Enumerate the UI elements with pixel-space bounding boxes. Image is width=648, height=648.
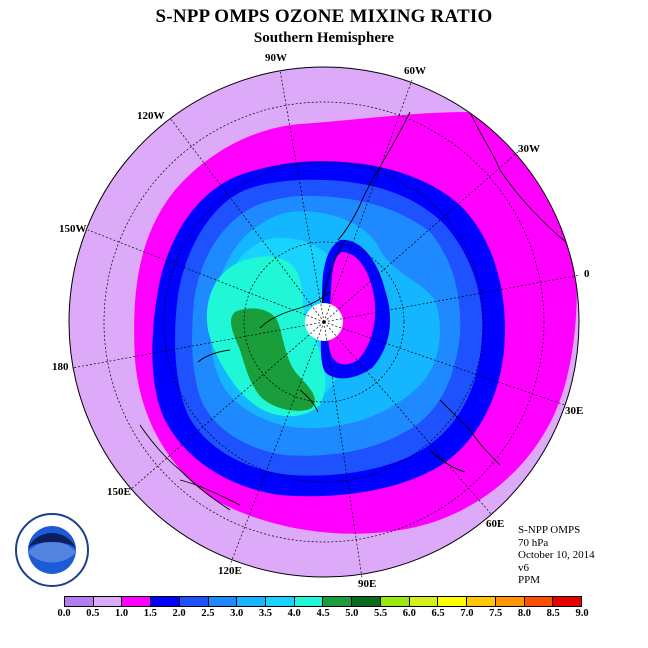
colorbar-tick-label: 9.0 xyxy=(575,608,589,619)
lon-label-60e: 60E xyxy=(486,518,505,530)
coastlines xyxy=(139,111,576,511)
colorbar-tick-label: 0.0 xyxy=(57,608,71,619)
colorbar-tick-label: 3.0 xyxy=(230,608,244,619)
colorbar-tick-label: 7.5 xyxy=(489,608,503,619)
graticule xyxy=(71,69,581,579)
vortex-low-core xyxy=(328,252,376,365)
lon-label-120w: 120W xyxy=(137,110,165,122)
version-label: v6 xyxy=(518,561,529,574)
colorbar-swatch xyxy=(409,597,439,606)
colorbar-swatch xyxy=(467,597,496,606)
contour-4.5-5.0 xyxy=(230,308,315,411)
lon-label-90w: 90W xyxy=(265,52,287,64)
colorbar-swatch xyxy=(208,597,238,606)
colorbar-swatch xyxy=(122,597,152,606)
colorbar-swatch xyxy=(495,597,525,606)
colorbar-swatch xyxy=(294,597,324,606)
lon-label-120e: 120E xyxy=(218,565,242,577)
pressure-label: 70 hPa xyxy=(518,536,549,549)
noaa-logo xyxy=(15,513,89,587)
colorbar-swatch xyxy=(553,597,581,606)
map-subtitle: Southern Hemisphere xyxy=(253,30,395,46)
lon-label-0: 0 xyxy=(584,268,590,280)
date-label: October 10, 2014 xyxy=(518,549,595,562)
colorbar-tick-label: 2.5 xyxy=(201,608,215,619)
colorbar-tick-label: 8.0 xyxy=(517,608,531,619)
colorbar-tick-label: 4.0 xyxy=(287,608,301,619)
colorbar-swatch xyxy=(93,597,123,606)
colorbar-tick-label: 3.5 xyxy=(258,608,272,619)
colorbar-tick-label: 2.0 xyxy=(172,608,186,619)
lon-label-90e: 90E xyxy=(358,578,377,590)
colorbar-tick-label: 1.0 xyxy=(114,608,129,619)
colorbar-swatch xyxy=(151,597,180,606)
instrument-label: S-NPP OMPS xyxy=(518,524,581,536)
lon-label-60w: 60W xyxy=(404,65,426,77)
map-title: S-NPP OMPS OZONE MIXING RATIO xyxy=(155,6,493,27)
colorbar-tick-label: 6.5 xyxy=(431,608,445,619)
colorbar-tick-label: 5.5 xyxy=(373,608,388,619)
lon-label-30e: 30E xyxy=(565,405,584,417)
colorbar-swatch xyxy=(179,597,209,606)
colorbar-tick-label: 6.0 xyxy=(402,608,416,619)
colorbar-tick-label: 4.5 xyxy=(316,608,330,619)
colorbar-tick-label: 0.5 xyxy=(86,608,100,619)
colorbar-swatch xyxy=(65,597,94,606)
colorbar-swatch xyxy=(237,597,267,606)
colorbar-swatch xyxy=(380,597,410,606)
colorbar-swatch xyxy=(352,597,381,606)
colorbar-tick-label: 5.0 xyxy=(345,608,359,619)
lon-label-180: 180 xyxy=(52,361,69,373)
map-info: S-NPP OMPS 70 hPa October 10, 2014 v6 PP… xyxy=(518,524,595,587)
units-label: PPM xyxy=(518,574,541,587)
lon-label-30w: 30W xyxy=(518,143,540,155)
colorbar xyxy=(64,596,582,607)
map-border xyxy=(68,66,580,578)
colorbar-tick-label: 7.0 xyxy=(460,608,474,619)
colorbar-swatch xyxy=(323,597,353,606)
colorbar-ticks: 0.0 0.5 1.0 1.5 2.0 2.5 3.0 3.5 4.0 4.5 5.0 5.5 6.0 6… xyxy=(57,608,588,624)
colorbar-tick-label: 1.5 xyxy=(143,608,157,619)
colorbar-swatch xyxy=(524,597,554,606)
lon-label-150w: 150W xyxy=(59,223,87,235)
colorbar-tick-label: 8.5 xyxy=(546,608,560,619)
colorbar-swatch xyxy=(266,597,295,606)
lon-label-150e: 150E xyxy=(107,486,131,498)
colorbar-swatch xyxy=(438,597,468,606)
